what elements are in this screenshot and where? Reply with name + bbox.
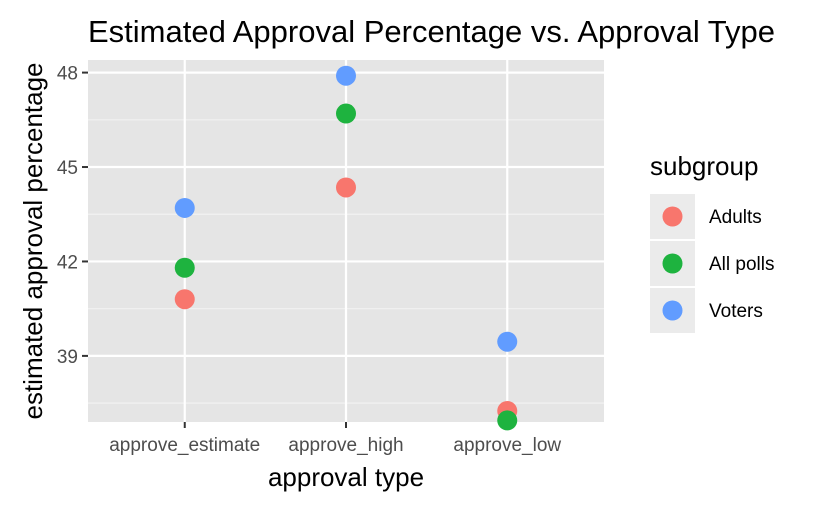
data-points [174,65,518,431]
legend-label: All polls [709,254,774,275]
data-point [336,177,356,198]
legend-label: Adults [709,207,762,228]
legend: subgroup Adults All polls Voters [650,151,774,333]
legend-key-symbol [662,206,683,227]
y-axis-ticks: 39 42 45 48 [57,64,88,368]
legend-key-symbol [662,300,683,321]
data-point [497,331,518,352]
data-point [497,410,518,431]
legend-label: Voters [709,301,763,322]
data-point [336,65,356,86]
x-tick-label: approve_high [288,435,403,456]
x-axis-title: approval type [268,462,424,492]
data-point [174,197,195,218]
data-point [174,257,195,278]
y-tick-label: 45 [57,158,78,179]
x-tick-label: approve_estimate [109,435,260,456]
data-point [174,289,195,310]
legend-key-symbol [662,253,683,274]
y-tick-label: 39 [57,347,78,368]
x-tick-label: approve_low [453,435,561,456]
y-axis-title: estimated approval percentage [18,62,48,419]
y-tick-label: 48 [57,64,78,85]
legend-title: subgroup [650,151,758,181]
legend-items: Adults All polls Voters [650,194,774,333]
grid-major [88,60,604,422]
x-axis-ticks: approve_estimate approve_high approve_low [109,422,561,456]
y-tick-label: 42 [57,252,78,273]
chart-title: Estimated Approval Percentage vs. Approv… [88,14,775,49]
data-point [336,103,356,124]
